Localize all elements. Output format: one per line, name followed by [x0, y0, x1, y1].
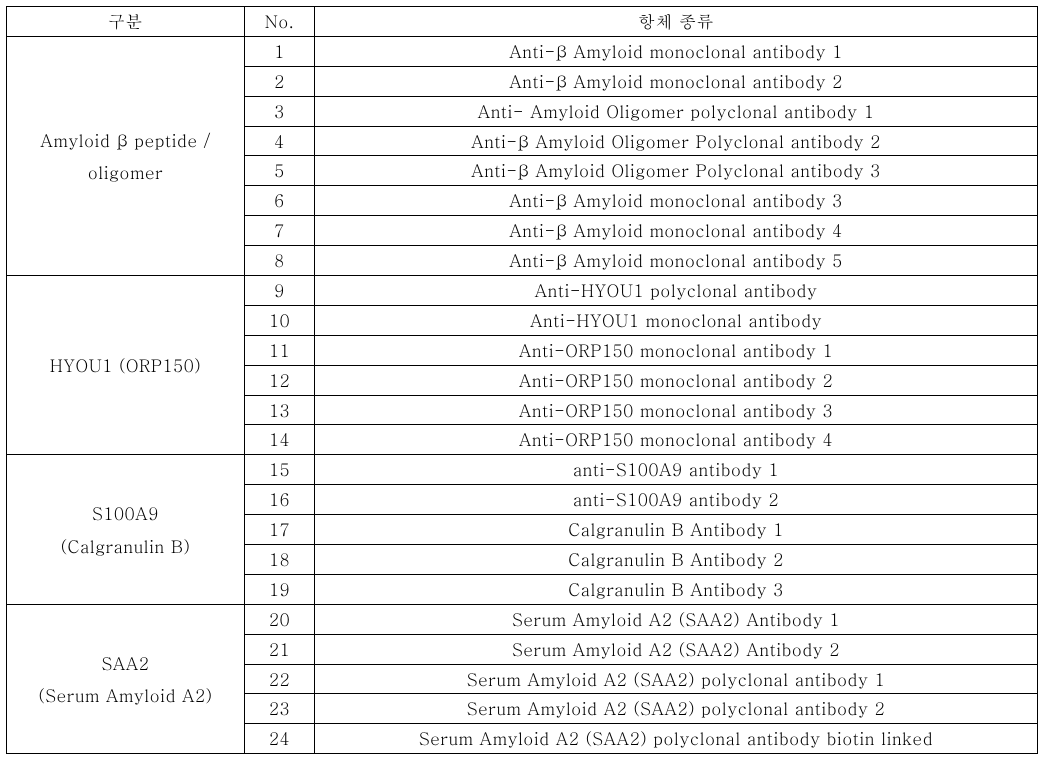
no-cell: 11: [245, 335, 315, 365]
type-cell: Serum Amyloid A2 (SAA2) polyclonal antib…: [315, 664, 1038, 694]
col-header-type: 항체 종류: [315, 7, 1038, 37]
col-header-no: No.: [245, 7, 315, 37]
type-cell: Anti-β Amyloid Oligomer Polyclonal antib…: [315, 126, 1038, 156]
no-cell: 16: [245, 485, 315, 515]
category-cell: Amyloid β peptide / oligomer: [7, 36, 245, 275]
type-cell: Anti-β Amyloid Oligomer Polyclonal antib…: [315, 156, 1038, 186]
type-cell: Anti-β Amyloid monoclonal antibody 1: [315, 36, 1038, 66]
type-cell: Serum Amyloid A2 (SAA2) polyclonal antib…: [315, 724, 1038, 754]
col-header-category: 구분: [7, 7, 245, 37]
no-cell: 22: [245, 664, 315, 694]
table-row: SAA2(Serum Amyloid A2) 20 Serum Amyloid …: [7, 604, 1038, 634]
table-row: Amyloid β peptide / oligomer 1 Anti-β Am…: [7, 36, 1038, 66]
no-cell: 13: [245, 395, 315, 425]
no-cell: 15: [245, 455, 315, 485]
no-cell: 18: [245, 545, 315, 575]
type-cell: Anti-β Amyloid monoclonal antibody 4: [315, 216, 1038, 246]
no-cell: 20: [245, 604, 315, 634]
type-cell: anti-S100A9 antibody 2: [315, 485, 1038, 515]
antibody-table: 구분 No. 항체 종류 Amyloid β peptide / oligome…: [6, 6, 1038, 754]
type-cell: Anti-HYOU1 monoclonal antibody: [315, 305, 1038, 335]
no-cell: 19: [245, 574, 315, 604]
type-cell: Anti-ORP150 monoclonal antibody 4: [315, 425, 1038, 455]
type-cell: Anti-ORP150 monoclonal antibody 3: [315, 395, 1038, 425]
type-cell: Anti-ORP150 monoclonal antibody 1: [315, 335, 1038, 365]
no-cell: 2: [245, 66, 315, 96]
type-cell: Anti-HYOU1 polyclonal antibody: [315, 276, 1038, 306]
table-header-row: 구분 No. 항체 종류: [7, 7, 1038, 37]
category-cell: S100A9(Calgranulin B): [7, 455, 245, 604]
no-cell: 14: [245, 425, 315, 455]
type-cell: Calgranulin B Antibody 1: [315, 515, 1038, 545]
no-cell: 10: [245, 305, 315, 335]
no-cell: 23: [245, 694, 315, 724]
no-cell: 6: [245, 186, 315, 216]
type-cell: Anti- Amyloid Oligomer polyclonal antibo…: [315, 96, 1038, 126]
category-cell: HYOU1 (ORP150): [7, 276, 245, 455]
type-cell: Calgranulin B Antibody 3: [315, 574, 1038, 604]
type-cell: Serum Amyloid A2 (SAA2) Antibody 1: [315, 604, 1038, 634]
no-cell: 24: [245, 724, 315, 754]
no-cell: 5: [245, 156, 315, 186]
no-cell: 7: [245, 216, 315, 246]
no-cell: 9: [245, 276, 315, 306]
no-cell: 21: [245, 634, 315, 664]
type-cell: Anti-ORP150 monoclonal antibody 2: [315, 365, 1038, 395]
no-cell: 3: [245, 96, 315, 126]
type-cell: Calgranulin B Antibody 2: [315, 545, 1038, 575]
no-cell: 12: [245, 365, 315, 395]
no-cell: 1: [245, 36, 315, 66]
table-row: HYOU1 (ORP150) 9 Anti-HYOU1 polyclonal a…: [7, 276, 1038, 306]
no-cell: 8: [245, 246, 315, 276]
type-cell: Anti-β Amyloid monoclonal antibody 3: [315, 186, 1038, 216]
type-cell: Anti-β Amyloid monoclonal antibody 5: [315, 246, 1038, 276]
type-cell: Serum Amyloid A2 (SAA2) polyclonal antib…: [315, 694, 1038, 724]
no-cell: 4: [245, 126, 315, 156]
type-cell: Anti-β Amyloid monoclonal antibody 2: [315, 66, 1038, 96]
type-cell: Serum Amyloid A2 (SAA2) Antibody 2: [315, 634, 1038, 664]
no-cell: 17: [245, 515, 315, 545]
type-cell: anti-S100A9 antibody 1: [315, 455, 1038, 485]
table-row: S100A9(Calgranulin B) 15 anti-S100A9 ant…: [7, 455, 1038, 485]
category-cell: SAA2(Serum Amyloid A2): [7, 604, 245, 753]
